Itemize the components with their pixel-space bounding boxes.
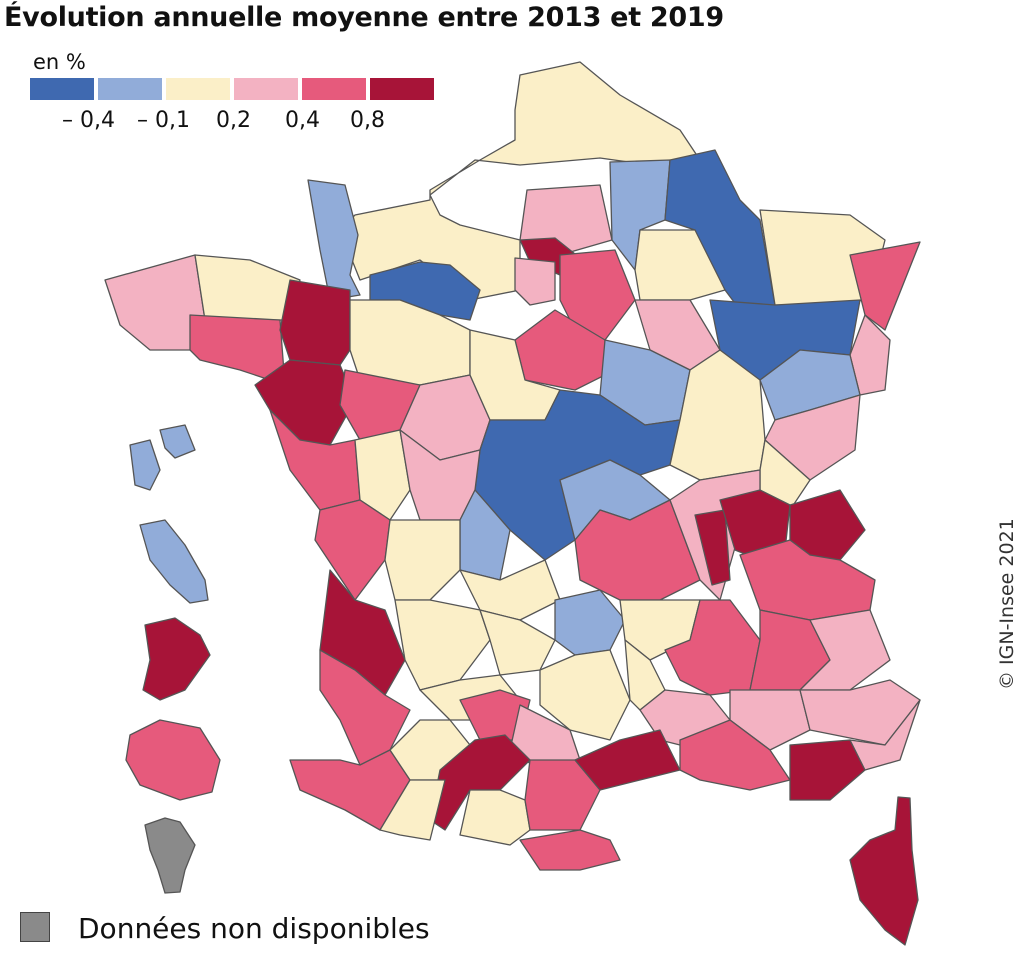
corse xyxy=(849,796,919,946)
region-correze-cream xyxy=(479,609,556,676)
copyright-credit: © IGN-Insee 2021 xyxy=(996,518,1018,690)
region-manche-lightblue xyxy=(307,179,361,301)
la-reunion xyxy=(125,719,221,801)
legend-swatch-4 xyxy=(234,78,298,100)
region-aude-cream xyxy=(459,789,531,846)
region-haut-rhin-pink xyxy=(849,314,891,396)
mayotte-no-data xyxy=(144,817,196,894)
region-alsace-red xyxy=(849,241,921,331)
legend-tick-4: 0,4 xyxy=(285,108,320,133)
legend-swatch-1 xyxy=(30,78,94,100)
region-val-oise-pink xyxy=(514,257,556,306)
legend-tick-5: 0,8 xyxy=(350,108,385,133)
legend-swatch-6 xyxy=(370,78,434,100)
region-ille-vilaine-dark xyxy=(279,279,351,366)
region-aveyron-cream xyxy=(539,649,631,741)
legend-tick-3: 0,2 xyxy=(216,108,251,133)
region-somme-pink xyxy=(519,184,613,256)
region-var-dark xyxy=(789,739,866,801)
region-dordogne-cream xyxy=(394,599,491,691)
region-vaucluse-red xyxy=(679,719,791,791)
legend-tick-2: – 0,1 xyxy=(137,108,190,133)
no-data-label: Données non disponibles xyxy=(78,912,430,945)
legend-swatch-3 xyxy=(166,78,230,100)
region-alpes-maritimes-pink xyxy=(849,699,921,771)
region-cantal-lightblue xyxy=(554,589,626,656)
mainland-france xyxy=(104,61,921,871)
legend-swatch-5 xyxy=(302,78,366,100)
map-title: Évolution annuelle moyenne entre 2013 et… xyxy=(4,2,724,33)
region-pyr-orientales-red xyxy=(519,829,621,871)
no-data-swatch xyxy=(20,912,50,942)
region-charente-mar-red xyxy=(314,499,391,601)
region-morbihan-red xyxy=(189,314,286,386)
legend-unit: en % xyxy=(33,50,86,74)
guadeloupe xyxy=(129,424,196,491)
region-charente-cream xyxy=(384,519,461,601)
martinique xyxy=(139,519,209,604)
region-rhone-dark xyxy=(694,509,731,586)
guyane xyxy=(142,617,211,701)
region-ariege-cream xyxy=(379,779,446,841)
legend-swatch-2 xyxy=(98,78,162,100)
legend-color-scale xyxy=(30,78,438,100)
legend-tick-1: – 0,4 xyxy=(62,108,115,133)
region-deux-sevres-cream xyxy=(354,429,411,521)
